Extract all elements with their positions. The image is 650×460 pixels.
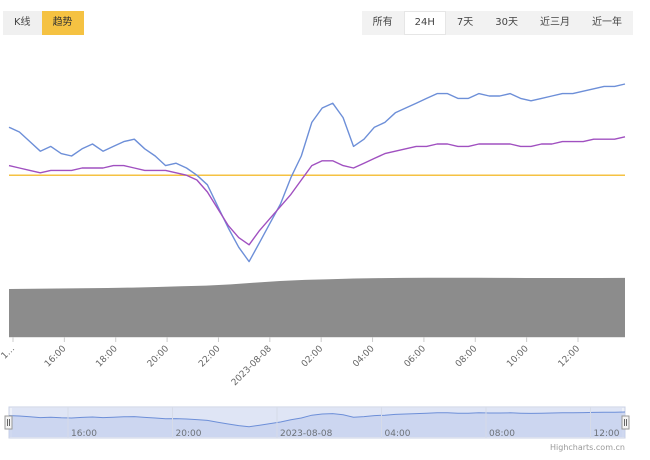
tab-kline[interactable]: K线	[3, 11, 42, 35]
navigator-x-label: 04:00	[385, 429, 411, 439]
x-tick-label: 2023-08-08	[230, 344, 274, 388]
range-button-all[interactable]: 所有	[372, 17, 393, 28]
x-tick-label: 16:00	[43, 344, 69, 370]
navigator-handle-left[interactable]	[4, 415, 13, 430]
navigator-x-label: 16:00	[71, 429, 97, 439]
navigator-line	[8, 411, 626, 428]
tab-trend[interactable]: 趋势	[41, 11, 84, 35]
navigator-x-label: 12:00	[594, 429, 620, 439]
navigator-series	[8, 411, 626, 437]
series-line-blue	[8, 83, 626, 263]
series-line-purple	[8, 136, 626, 246]
chart-credit[interactable]: Highcharts.com.cn	[550, 443, 625, 452]
view-toggle: K线 趋势	[3, 11, 84, 35]
x-tick-label: 18:00	[94, 344, 120, 370]
range-button-3m[interactable]: 近三月	[540, 17, 570, 28]
navigator-area	[9, 412, 625, 437]
navigator-labels: 16:00 20:00 2023-08-08 04:00 08:00 12:00	[67, 407, 620, 439]
navigator: 16:00 20:00 2023-08-08 04:00 08:00 12:00	[4, 406, 630, 439]
x-axis-labels: 1… 16:00 18:00 20:00 22:00 2023-08-08 02:00 04:…	[0, 337, 582, 388]
plot-area	[8, 83, 626, 337]
x-tick-label: 22:00	[197, 344, 223, 370]
x-tick-label: 1…	[0, 344, 17, 361]
navigator-x-label: 08:00	[489, 429, 515, 439]
x-tick-label: 20:00	[146, 344, 172, 370]
range-selector: 所有 24H 7天 30天 近三月 近一年	[361, 11, 633, 35]
navigator-x-label: 20:00	[176, 429, 202, 439]
range-button-30d[interactable]: 30天	[495, 17, 518, 28]
x-tick-label: 08:00	[454, 344, 480, 370]
x-tick-label: 12:00	[557, 344, 583, 370]
range-button-1y[interactable]: 近一年	[592, 17, 622, 28]
x-tick-label: 02:00	[300, 344, 326, 370]
x-tick-label: 04:00	[351, 344, 377, 370]
volume-area	[9, 277, 625, 337]
range-button-7d[interactable]: 7天	[456, 17, 474, 28]
x-tick-label: 06:00	[403, 344, 429, 370]
navigator-x-label: 2023-08-08	[280, 429, 333, 439]
x-tick-label: 10:00	[505, 344, 531, 370]
navigator-handle-right[interactable]	[621, 415, 630, 430]
range-button-24h[interactable]: 24H	[403, 11, 446, 35]
